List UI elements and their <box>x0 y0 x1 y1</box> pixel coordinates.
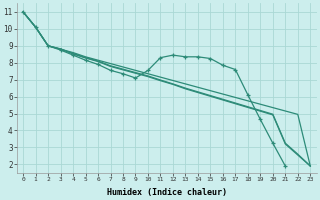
X-axis label: Humidex (Indice chaleur): Humidex (Indice chaleur) <box>107 188 227 197</box>
